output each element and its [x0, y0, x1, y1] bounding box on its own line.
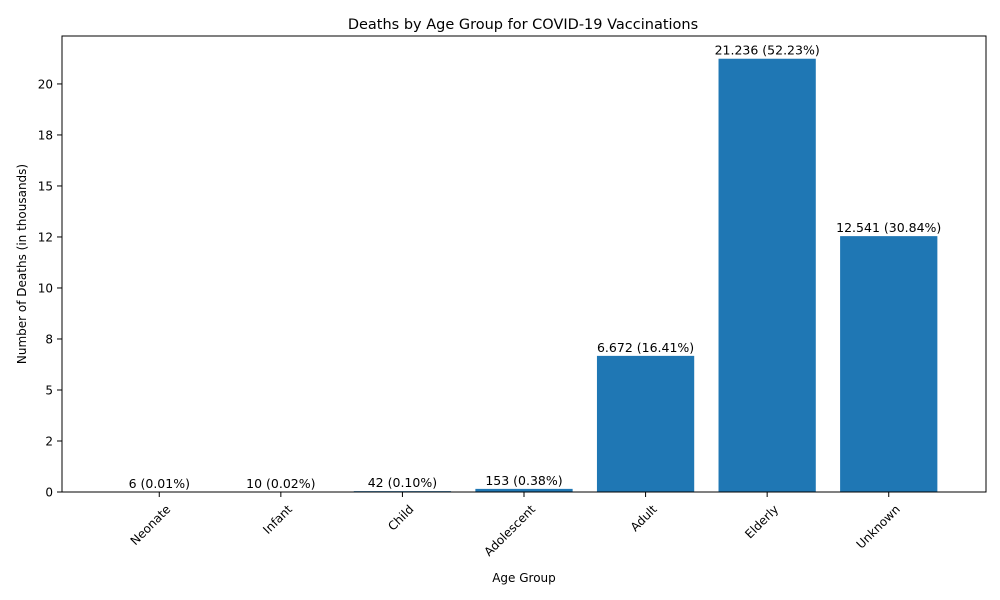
x-tick-label-elderly: Elderly — [742, 502, 781, 541]
plot-frame — [61, 35, 987, 493]
bar-elderly — [718, 58, 816, 493]
x-tick-label-child: Child — [385, 502, 416, 533]
data-label-unknown: 12.541 (30.84%) — [836, 220, 941, 235]
y-tick-label: 5 — [45, 383, 53, 397]
y-axis: 0 2 5 8 10 12 15 18 20 — [38, 77, 62, 500]
data-label-elderly: 21.236 (52.23%) — [715, 43, 820, 58]
data-label-adolescent: 153 (0.38%) — [485, 473, 562, 488]
data-label-neonate: 6 (0.01%) — [129, 476, 190, 491]
x-tick-label-neonate: Neonate — [128, 502, 174, 548]
y-tick-label: 2 — [45, 434, 53, 448]
y-axis-label: Number of Deaths (in thousands) — [15, 164, 29, 364]
y-tick-label: 0 — [45, 486, 53, 500]
y-tick-label: 15 — [38, 179, 53, 193]
x-tick-label-unknown: Unknown — [854, 502, 903, 551]
chart-title: Deaths by Age Group for COVID-19 Vaccina… — [348, 17, 698, 33]
bar-adult — [596, 355, 695, 492]
y-tick-label: 18 — [38, 128, 53, 142]
y-tick-label: 10 — [38, 281, 53, 295]
data-label-infant: 10 (0.02%) — [246, 476, 315, 491]
data-labels-group: 6 (0.01%) 10 (0.02%) 42 (0.10%) 153 (0.38%)… — [129, 43, 942, 491]
y-tick-label: 8 — [45, 332, 53, 346]
x-axis: Neonate Infant Child Adolescent Adult Elderly… — [128, 492, 903, 559]
bar-adolescent — [475, 488, 573, 492]
data-label-adult: 6.672 (16.41%) — [597, 340, 694, 355]
data-label-child: 42 (0.10%) — [368, 475, 437, 490]
bars-group — [110, 58, 938, 493]
y-tick-label: 20 — [38, 77, 53, 91]
bar-unknown — [840, 236, 938, 492]
x-tick-label-adolescent: Adolescent — [481, 502, 538, 559]
y-tick-label: 12 — [38, 230, 53, 244]
x-tick-label-infant: Infant — [260, 502, 295, 537]
x-axis-label: Age Group — [492, 571, 556, 585]
x-tick-label-adult: Adult — [628, 502, 660, 534]
